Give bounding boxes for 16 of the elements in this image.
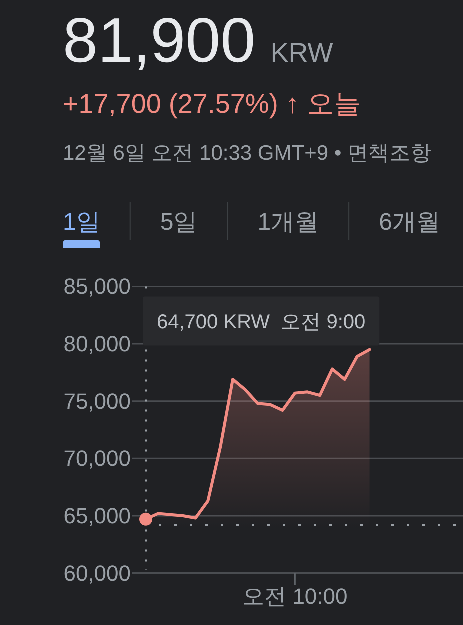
tab-label: 6개월 — [379, 209, 440, 236]
tab-label: 1개월 — [258, 209, 320, 236]
subtitle: +17,700 (27.57%) ↑ 오늘 — [63, 89, 361, 119]
tooltip: 64,700 KRW 오전 9:00 — [140, 286, 380, 570]
title: 81,900 KRW — [63, 6, 334, 76]
y-tick-label: 80,000 — [64, 332, 131, 357]
y-tick-label: 85,000 — [64, 274, 131, 300]
annotation: 64,700 KRW 오전 9:00 — [157, 312, 366, 334]
y-tick-label: 70,000 — [64, 446, 131, 472]
info: 12월 6일 오전 10:33 GMT+9 • 면책조항 — [63, 142, 432, 165]
tab-label: 5일 — [160, 209, 198, 236]
x-tick-label: 오전 10:00 — [242, 584, 348, 609]
tab-label: 1일 — [63, 209, 100, 236]
y-tick-label: 60,000 — [64, 560, 131, 586]
y-tick-label: 65,000 — [64, 503, 131, 528]
y-tick-label: 75,000 — [64, 388, 131, 414]
